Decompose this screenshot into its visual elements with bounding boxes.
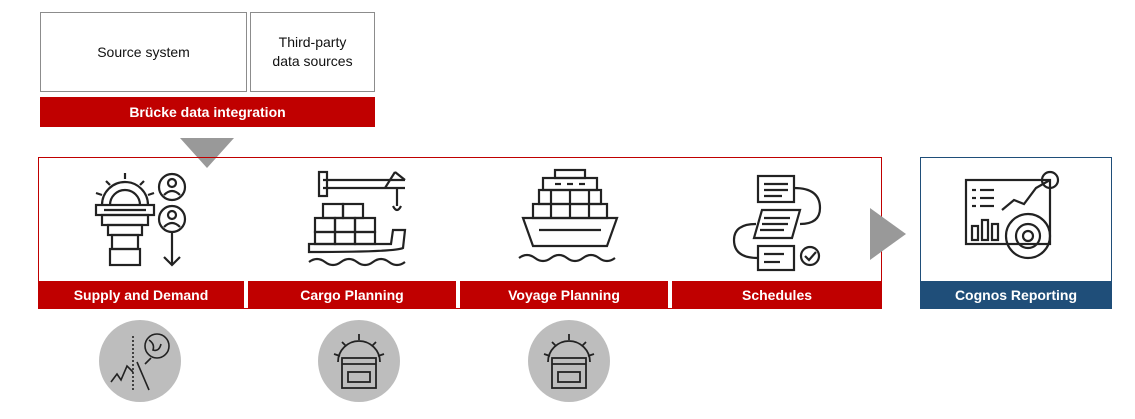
supply-demand-icon (94, 172, 187, 267)
stage-label-voyage-planning: Voyage Planning (508, 287, 620, 303)
stage-label-cargo-planning: Cargo Planning (300, 287, 404, 303)
integration-label: Brücke data integration (129, 104, 286, 120)
integration-bar: Brücke data integration (40, 97, 375, 127)
down-arrow (180, 138, 234, 168)
gear-browser-icon (543, 334, 595, 389)
gear-browser-icon (333, 334, 385, 389)
tool-circle-gear-2 (528, 320, 610, 402)
tool-circle-analytics (99, 320, 181, 402)
source-system-label: Source system (97, 43, 190, 60)
third-party-box: Third-party data sources (250, 12, 375, 92)
right-arrow (870, 208, 906, 260)
reporting-label: Cognos Reporting (954, 287, 1078, 303)
source-system-box: Source system (40, 12, 247, 92)
reporting-bar: Cognos Reporting (921, 281, 1111, 309)
stage-bar-cargo-planning: Cargo Planning (248, 281, 456, 309)
schedule-flow-icon (732, 174, 822, 272)
dashboard-analytics-icon (964, 170, 1060, 260)
stage-bar-schedules: Schedules (672, 281, 882, 309)
analytics-chart-icon (110, 333, 170, 391)
cargo-ship-crane-icon (307, 170, 407, 267)
third-party-label-line1: Third-party (278, 34, 347, 51)
tool-circle-gear-1 (318, 320, 400, 402)
third-party-label-line2: data sources (272, 53, 353, 69)
stage-bar-voyage-planning: Voyage Planning (460, 281, 668, 309)
stage-label-schedules: Schedules (741, 287, 813, 303)
stage-label-supply-demand: Supply and Demand (73, 287, 209, 303)
container-ship-icon (518, 168, 619, 263)
stage-bar-supply-demand: Supply and Demand (38, 281, 244, 309)
